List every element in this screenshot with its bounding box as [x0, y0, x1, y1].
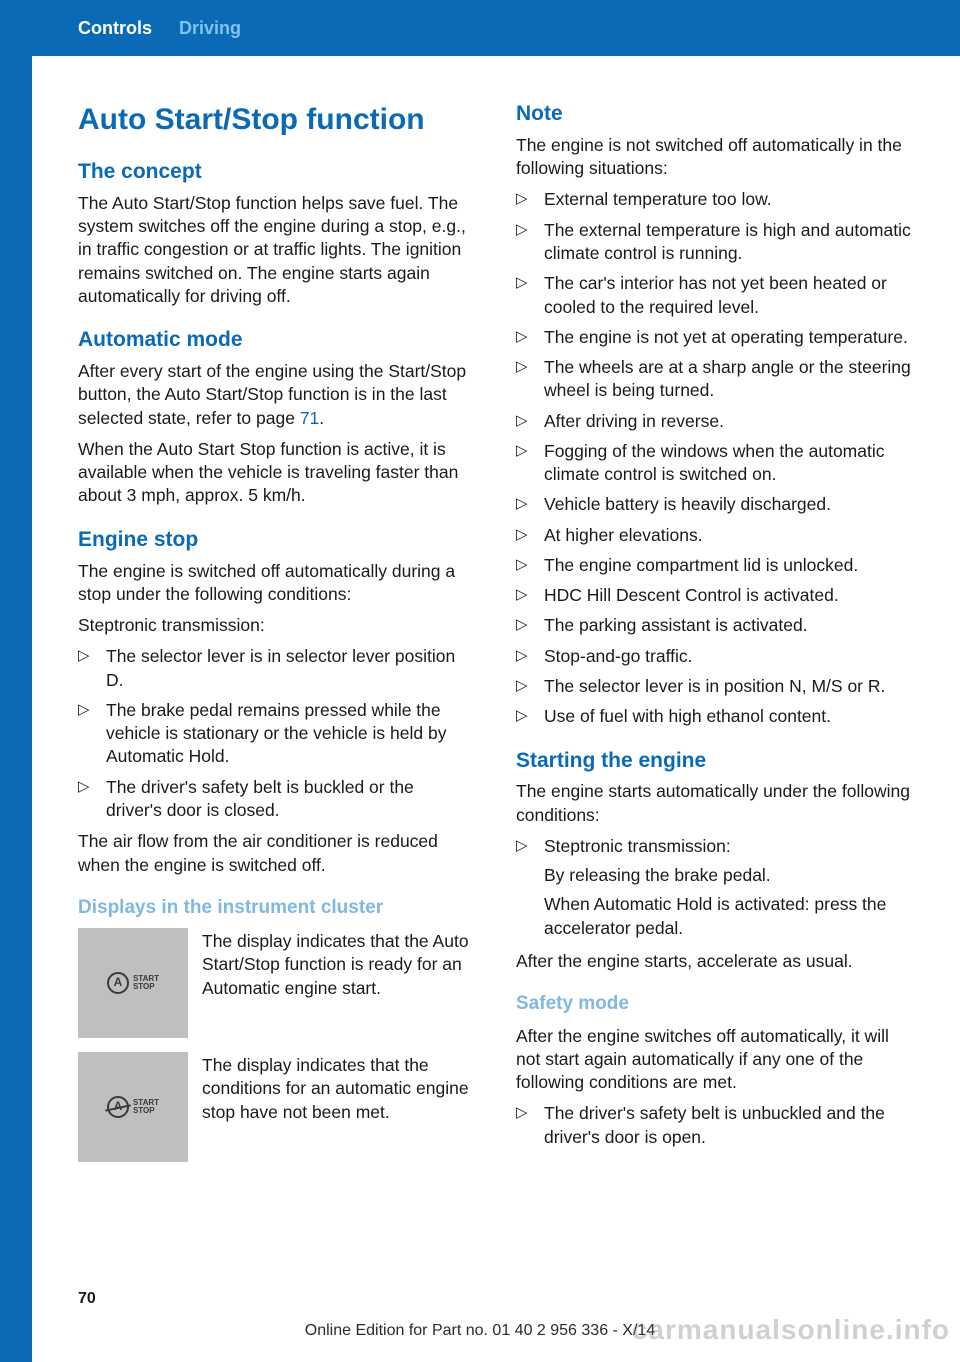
starting-item-p2: When Automatic Hold is activated: press … [544, 893, 912, 940]
glyph-letter: A [107, 972, 129, 994]
engine-stop-lead: Steptronic transmission: [78, 614, 474, 637]
list-item: Fogging of the windows when the automati… [516, 440, 912, 487]
display-ready-text: The display indicates that the Auto Star… [202, 928, 474, 1000]
list-item: The driver's safety belt is unbuckled an… [516, 1102, 912, 1149]
glyph-letter: A [107, 1096, 129, 1118]
list-item: After driving in reverse. [516, 410, 912, 433]
breadcrumb-section: Controls [78, 18, 152, 38]
engine-stop-list: The selector lever is in selector lever … [78, 645, 474, 822]
list-item: The car's interior has not yet been heat… [516, 272, 912, 319]
auto-mode-text-2: When the Auto Start Stop function is act… [78, 438, 474, 508]
list-item: The selector lever is in position N, M/S… [516, 675, 912, 698]
heading-starting: Starting the engine [516, 747, 912, 775]
safety-intro: After the engine switches off automatica… [516, 1025, 912, 1095]
heading-engine-stop: Engine stop [78, 526, 474, 554]
content-columns: Auto Start/Stop function The concept The… [78, 100, 912, 1292]
list-item: The engine is not yet at operating tempe… [516, 326, 912, 349]
auto-mode-text-1a: After every start of the engine using th… [78, 361, 466, 428]
note-intro: The engine is not switched off automatic… [516, 134, 912, 181]
list-item: At higher elevations. [516, 524, 912, 547]
starting-item-p1: By releasing the brake pedal. [544, 864, 912, 887]
heading-displays: Displays in the instrument cluster [78, 895, 474, 920]
note-list: External temperature too low. The extern… [516, 188, 912, 728]
heading-automatic-mode: Automatic mode [78, 326, 474, 354]
list-item: The parking assistant is activated. [516, 614, 912, 637]
list-item: External temperature too low. [516, 188, 912, 211]
starting-after: After the engine starts, accelerate as u… [516, 950, 912, 973]
starting-list: Steptronic transmission: By releasing th… [516, 835, 912, 940]
list-item: Stop-and-go traffic. [516, 645, 912, 668]
side-accent-bar [0, 0, 32, 1362]
list-item: HDC Hill Descent Control is activated. [516, 584, 912, 607]
heading-concept: The concept [78, 158, 474, 186]
display-notmet-text: The display indicates that the condition… [202, 1052, 474, 1124]
list-item: The wheels are at a sharp angle or the s… [516, 356, 912, 403]
page-container: Controls Driving Auto Start/Stop functio… [0, 0, 960, 1362]
start-stop-notmet-icon: A START STOP [78, 1052, 188, 1162]
display-row-ready: A START STOP The display indicates that … [78, 928, 474, 1038]
list-item: The selector lever is in selector lever … [78, 645, 474, 692]
start-stop-ready-icon: A START STOP [78, 928, 188, 1038]
auto-mode-text-1b: . [319, 408, 324, 428]
starting-intro: The engine starts automatically under th… [516, 780, 912, 827]
display-row-notmet: A START STOP The display indicates that … [78, 1052, 474, 1162]
page-number: 70 [78, 1290, 96, 1308]
glyph-line: STOP [133, 983, 159, 991]
list-item: Steptronic transmission: By releasing th… [516, 835, 912, 940]
breadcrumb-page: Driving [179, 18, 241, 38]
auto-mode-text-1: After every start of the engine using th… [78, 360, 474, 430]
safety-list: The driver's safety belt is unbuckled an… [516, 1102, 912, 1149]
list-item: The driver's safety belt is buckled or t… [78, 776, 474, 823]
watermark: carmanualsonline.info [632, 1314, 950, 1346]
page-link-71[interactable]: 71 [300, 408, 319, 428]
page-title: Auto Start/Stop function [78, 100, 474, 140]
list-item: The external temperature is high and aut… [516, 219, 912, 266]
list-item: Use of fuel with high ethanol content. [516, 705, 912, 728]
list-item: The brake pedal remains pressed while th… [78, 699, 474, 769]
heading-note: Note [516, 100, 912, 128]
starting-item-lead: Steptronic transmission: [544, 836, 731, 856]
list-item: Vehicle battery is heavily discharged. [516, 493, 912, 516]
heading-safety: Safety mode [516, 991, 912, 1016]
concept-text: The Auto Start/Stop function helps save … [78, 192, 474, 308]
list-item: The engine compartment lid is unlocked. [516, 554, 912, 577]
glyph-line: STOP [133, 1107, 159, 1115]
engine-stop-intro: The engine is switched off automatically… [78, 560, 474, 607]
engine-stop-after: The air flow from the air conditioner is… [78, 830, 474, 877]
breadcrumb: Controls Driving [78, 18, 241, 39]
